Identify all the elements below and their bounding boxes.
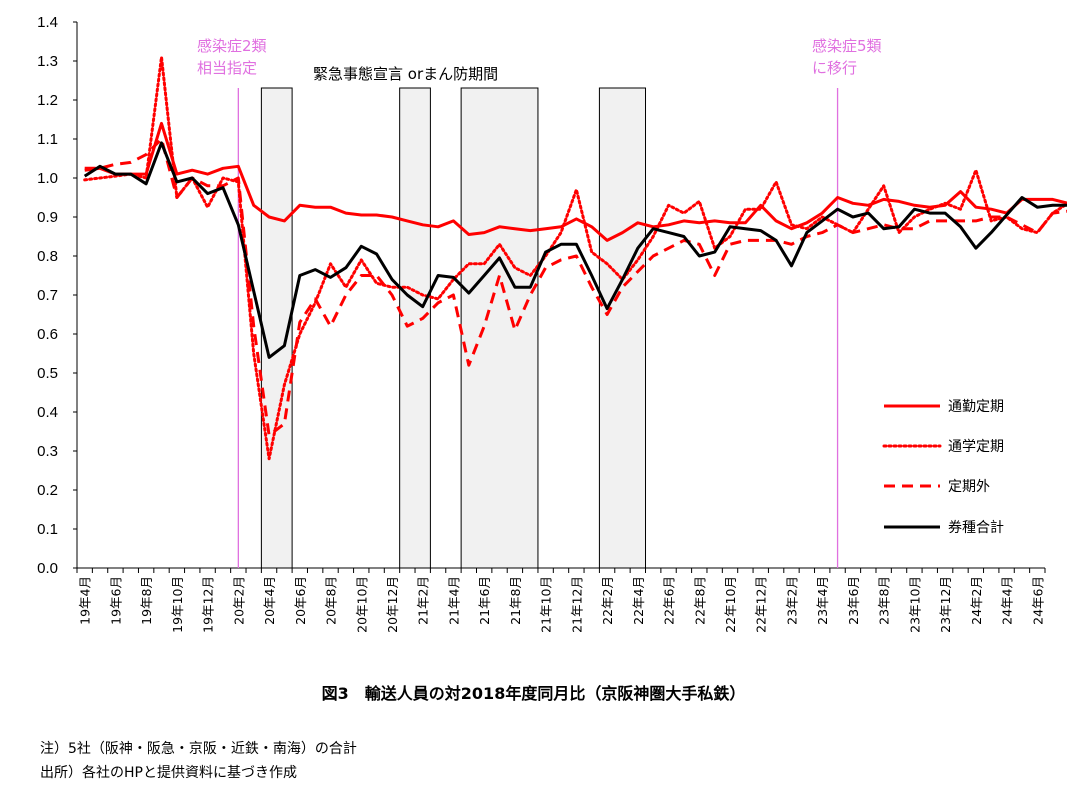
emergency-period-box [399,87,431,569]
x-tick-label: 21年12月 [569,576,584,633]
line-chart: 0.0 0.1 0.2 0.3 0.4 0.5 0.6 0.7 0.8 0.9 1.0 1.1 1.2 1… [37,14,1067,633]
y-tick-label: 0.2 [37,482,58,499]
x-tick-label: 20年8月 [324,576,339,625]
x-tick-label: 23年8月 [877,576,892,625]
series-line-2 [84,137,1067,437]
y-tick-label: 0.9 [37,209,58,226]
x-tick-label: 21年6月 [477,576,492,625]
x-tick-label: 22年6月 [662,576,677,625]
y-tick-label: 0.8 [37,248,58,265]
emergency-period-box [460,87,539,569]
x-tick-label: 20年2月 [231,576,246,625]
x-tick-label: 24年2月 [969,576,984,625]
x-tick-label: 20年10月 [354,576,369,633]
figure-caption: 図3 輸送人員の対2018年度同月比（京阪神圏大手私鉄） [321,684,746,703]
x-tick-label: 22年4月 [631,576,646,625]
series-line-0 [84,121,1067,242]
x-tick-label: 23年6月 [846,576,861,625]
y-tick-label: 1.2 [37,92,58,109]
annotation-text: 感染症2類 [197,37,267,55]
annotation-text: 相当指定 [197,59,257,77]
y-tick-label: 1.4 [37,14,58,31]
x-tick-label: 19年10月 [170,576,185,633]
x-tick-label: 23年4月 [815,576,830,625]
x-tick-label: 22年2月 [600,576,615,625]
x-tick-label: 21年10月 [539,576,554,633]
x-tick-label: 20年4月 [262,576,277,625]
x-tick-label: 21年4月 [446,576,461,625]
y-tick-label: 0.5 [37,365,58,382]
annotation-text: 感染症5類 [812,37,882,55]
x-tick-label: 20年6月 [293,576,308,625]
x-tick-label: 24年6月 [1030,576,1045,625]
x-tick-label: 21年8月 [508,576,523,625]
annotation-text: に移行 [812,59,857,77]
x-tick-label: 19年4月 [78,576,93,625]
legend-label: 券種合計 [948,520,1004,536]
y-tick-label: 1.3 [37,53,58,70]
figure-note: 注）5社（阪神・阪急・京阪・近鉄・南海）の合計 [40,741,357,757]
x-tick-label: 22年10月 [723,576,738,633]
y-tick-label: 1.1 [37,131,58,148]
legend-label: 通学定期 [948,439,1004,455]
x-tick-label: 23年2月 [784,576,799,625]
legend-label: 通勤定期 [948,399,1004,415]
emergency-label: 緊急事態宣言 orまん防期間 [313,65,498,83]
x-tick-label: 22年8月 [692,576,707,625]
x-tick-label: 22年12月 [754,576,769,633]
y-tick-label: 1.0 [37,170,58,187]
series-line-3 [83,141,1067,359]
x-tick-label: 24年4月 [1000,576,1015,625]
emergency-period-box [598,87,647,569]
x-tick-label: 19年8月 [139,576,154,625]
y-tick-label: 0.3 [37,443,58,460]
y-tick-label: 0.6 [37,326,58,343]
x-tick-label: 19年6月 [108,576,123,625]
x-tick-label: 19年12月 [201,576,216,633]
figure-source: 出所）各社のHPと提供資料に基づき作成 [40,765,297,781]
legend-label: 定期外 [948,479,990,495]
y-tick-label: 0.4 [37,404,58,421]
x-tick-label: 21年2月 [416,576,431,625]
y-tick-label: 0.1 [37,521,58,538]
x-tick-label: 20年12月 [385,576,400,633]
y-tick-label: 0.7 [37,287,58,304]
x-tick-label: 23年10月 [907,576,922,633]
x-tick-label: 23年12月 [938,576,953,633]
y-tick-label: 0.0 [37,560,58,577]
